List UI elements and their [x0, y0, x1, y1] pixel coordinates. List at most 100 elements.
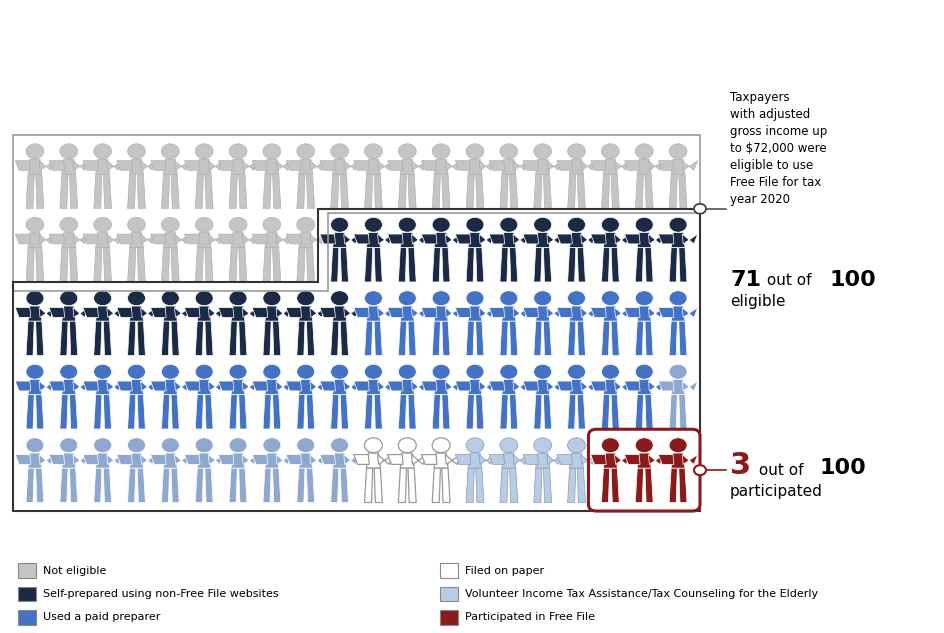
Polygon shape: [567, 248, 575, 282]
Circle shape: [262, 365, 280, 379]
Circle shape: [600, 438, 618, 453]
Polygon shape: [141, 454, 156, 465]
Circle shape: [600, 365, 618, 379]
Circle shape: [330, 438, 348, 453]
Polygon shape: [276, 308, 292, 317]
Polygon shape: [298, 232, 312, 248]
Polygon shape: [117, 454, 132, 465]
Polygon shape: [319, 381, 335, 391]
Polygon shape: [107, 234, 122, 244]
Polygon shape: [310, 454, 325, 465]
Polygon shape: [658, 381, 673, 391]
Circle shape: [228, 438, 246, 453]
Polygon shape: [107, 161, 122, 170]
Polygon shape: [195, 248, 203, 282]
Bar: [18, 563, 36, 578]
Polygon shape: [634, 174, 643, 208]
Polygon shape: [95, 232, 110, 248]
Polygon shape: [239, 395, 246, 429]
Polygon shape: [70, 468, 77, 503]
Polygon shape: [624, 308, 639, 317]
Polygon shape: [465, 248, 474, 282]
Polygon shape: [150, 161, 166, 170]
Polygon shape: [228, 174, 237, 208]
Circle shape: [600, 217, 618, 232]
Polygon shape: [262, 395, 271, 429]
Polygon shape: [411, 454, 427, 465]
Polygon shape: [197, 232, 211, 248]
Polygon shape: [648, 308, 664, 317]
Polygon shape: [614, 234, 630, 244]
Polygon shape: [296, 248, 305, 282]
Circle shape: [567, 438, 585, 453]
Polygon shape: [59, 174, 68, 208]
Polygon shape: [137, 174, 145, 208]
Polygon shape: [366, 232, 380, 248]
Polygon shape: [218, 161, 233, 170]
Polygon shape: [129, 159, 143, 174]
Polygon shape: [262, 321, 271, 356]
Polygon shape: [475, 468, 483, 503]
Polygon shape: [103, 321, 111, 356]
Polygon shape: [431, 321, 440, 356]
Polygon shape: [272, 174, 280, 208]
Polygon shape: [298, 453, 312, 468]
Polygon shape: [161, 321, 169, 356]
Polygon shape: [522, 161, 538, 170]
Polygon shape: [611, 248, 618, 282]
Polygon shape: [150, 381, 166, 391]
Polygon shape: [489, 381, 504, 391]
Polygon shape: [479, 454, 494, 465]
Polygon shape: [242, 381, 258, 391]
Polygon shape: [231, 232, 244, 248]
Polygon shape: [26, 321, 34, 356]
Polygon shape: [252, 381, 267, 391]
Polygon shape: [624, 161, 639, 170]
Circle shape: [25, 365, 43, 379]
Polygon shape: [264, 453, 278, 468]
Polygon shape: [103, 248, 111, 282]
Polygon shape: [408, 395, 415, 429]
Circle shape: [364, 365, 382, 379]
Polygon shape: [197, 453, 211, 468]
Circle shape: [127, 291, 145, 306]
Polygon shape: [421, 381, 436, 391]
Polygon shape: [83, 454, 98, 465]
Polygon shape: [49, 234, 64, 244]
Circle shape: [397, 438, 415, 453]
Polygon shape: [61, 453, 76, 468]
Polygon shape: [39, 161, 55, 170]
Polygon shape: [161, 174, 169, 208]
Polygon shape: [184, 234, 200, 244]
Polygon shape: [129, 453, 143, 468]
Polygon shape: [569, 232, 582, 248]
Polygon shape: [644, 174, 652, 208]
Circle shape: [465, 365, 483, 379]
Polygon shape: [218, 454, 233, 465]
Circle shape: [59, 365, 77, 379]
Circle shape: [668, 291, 686, 306]
Polygon shape: [205, 321, 212, 356]
Circle shape: [93, 291, 111, 306]
Polygon shape: [668, 174, 677, 208]
Polygon shape: [95, 380, 110, 395]
Polygon shape: [171, 321, 179, 356]
Circle shape: [634, 217, 652, 232]
Polygon shape: [364, 174, 372, 208]
Polygon shape: [408, 174, 415, 208]
Polygon shape: [306, 321, 314, 356]
Polygon shape: [678, 248, 686, 282]
Circle shape: [161, 291, 179, 306]
Polygon shape: [433, 306, 447, 321]
Polygon shape: [455, 454, 470, 465]
Polygon shape: [117, 234, 132, 244]
Polygon shape: [344, 381, 359, 391]
Polygon shape: [353, 381, 369, 391]
Polygon shape: [636, 232, 650, 248]
Circle shape: [634, 144, 652, 159]
Polygon shape: [353, 161, 369, 170]
Polygon shape: [340, 468, 348, 503]
Circle shape: [533, 291, 551, 306]
Polygon shape: [28, 159, 42, 174]
Polygon shape: [499, 395, 508, 429]
